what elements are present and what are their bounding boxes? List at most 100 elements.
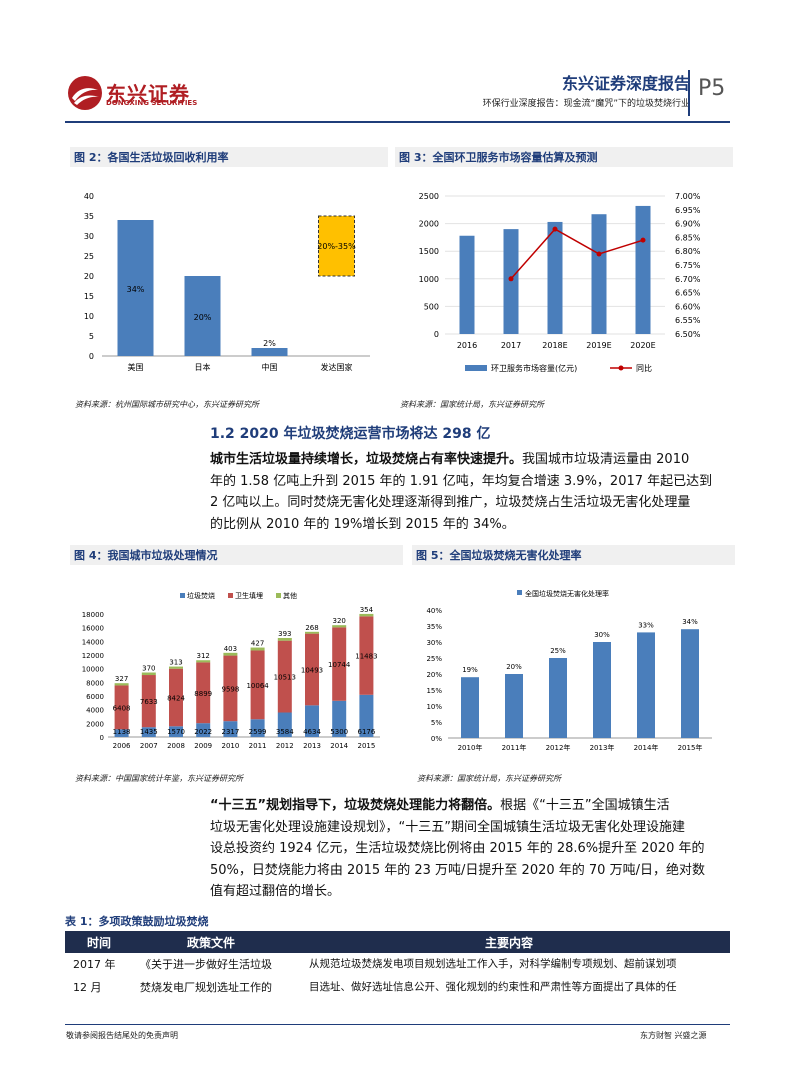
table-header-time: 时间 xyxy=(87,936,112,950)
logo-en-text: DONGXING SECURITIES xyxy=(106,99,198,107)
bar-segment xyxy=(277,712,292,737)
table-cell: 从规范垃圾焚烧发电项目规划选址工作入手，对科学编制专项规划、超前谋划项 xyxy=(309,958,677,970)
legend-point xyxy=(618,365,624,371)
x-tick-label: 2007 xyxy=(140,742,158,750)
y2-tick-label: 6.55% xyxy=(675,316,701,325)
table-cell: 目选址、做好选址信息公开、强化规划的约束性和严肃性等方面提出了具体的任 xyxy=(309,981,677,993)
y-tick-label: 10000 xyxy=(82,666,104,674)
fig3-source: 资料来源：国家统计局，东兴证券研究所 xyxy=(400,400,544,409)
table-cell: 焚烧发电厂规划选址工作的 xyxy=(140,981,272,994)
data-label: 1435 xyxy=(140,728,158,736)
x-tick-label: 2020E xyxy=(630,341,655,350)
line-series xyxy=(510,228,644,280)
legend-swatch xyxy=(465,365,487,371)
y-tick-label: 0 xyxy=(89,352,94,361)
y-tick-label: 0 xyxy=(100,734,104,742)
para1-line: 年的 1.58 亿吨上升到 2015 年的 1.91 亿吨，年均复合增速 3.9… xyxy=(210,473,713,489)
x-tick-label: 2009 xyxy=(194,742,212,750)
fig4-source: 资料来源：中国国家统计年鉴，东兴证券研究所 xyxy=(75,774,243,783)
data-label: 327 xyxy=(115,675,128,683)
para2-line: 根据《“十三五”全国城镇生活 xyxy=(500,798,670,813)
section-paragraph: 城市生活垃圾量持续增长，垃圾焚烧占有率快速提升。我国城市垃圾清运量由 2010 … xyxy=(210,449,730,535)
line-point xyxy=(508,276,514,282)
fig2-source: 资料来源：杭州国际城市研究中心，东兴证券研究所 xyxy=(75,400,259,409)
bar xyxy=(184,276,221,356)
bar-segment xyxy=(277,637,292,641)
line-point xyxy=(640,237,646,243)
data-label: 10493 xyxy=(301,666,323,674)
bar xyxy=(503,229,519,334)
bar-segment xyxy=(250,719,265,737)
y-tick-label: 10% xyxy=(426,703,442,711)
data-label: 8424 xyxy=(167,694,185,702)
bar-segment xyxy=(250,650,265,720)
bar-segment xyxy=(359,616,374,695)
line-point xyxy=(552,226,558,232)
data-label: 34% xyxy=(682,618,698,626)
y-tick-label: 30 xyxy=(84,232,94,241)
data-label: 1138 xyxy=(113,728,131,736)
y2-tick-label: 6.95% xyxy=(675,206,701,215)
bar-segment xyxy=(305,633,319,706)
x-tick-label: 2018E xyxy=(542,341,567,350)
x-tick-label: 2013年 xyxy=(590,743,615,752)
data-label: 3584 xyxy=(276,728,294,736)
y-tick-label: 30% xyxy=(426,639,442,647)
para1-lead: 城市生活垃圾量持续增长，垃圾焚烧占有率快速提升。 xyxy=(210,452,523,467)
legend-label: 其他 xyxy=(283,591,297,600)
x-tick-label: 中国 xyxy=(262,362,278,372)
y-tick-label: 0% xyxy=(431,735,442,743)
bar-segment xyxy=(196,662,211,724)
y-tick-label: 1000 xyxy=(419,275,439,284)
bar xyxy=(591,214,607,334)
bar-segment xyxy=(114,683,129,686)
table-row-content: 从规范垃圾焚烧发电项目规划选址工作入手，对科学编制专项规划、超前谋划项 目选址、… xyxy=(309,953,729,999)
legend-swatch xyxy=(276,593,281,598)
x-tick-label: 2015 xyxy=(357,742,375,750)
para1-line: 的比例从 2010 年的 19%增长到 2015 年的 34%。 xyxy=(210,516,515,532)
report-type: 东兴证券深度报告 xyxy=(561,74,690,93)
data-label: 268 xyxy=(305,624,318,632)
y-tick-label: 16000 xyxy=(82,625,104,633)
data-label: 320 xyxy=(333,617,346,625)
data-label: 10064 xyxy=(246,682,269,690)
data-label: 313 xyxy=(169,659,182,667)
bar xyxy=(461,677,479,738)
y2-tick-label: 6.85% xyxy=(675,233,701,242)
y-tick-label: 2000 xyxy=(419,220,439,229)
para1-line: 2 亿吨以上。同时焚烧无害化处理逐渐得到推广，垃圾焚烧占生活垃圾无害化处理量 xyxy=(210,495,691,510)
fig3-caption: 图 3：全国环卫服务市场容量估算及预测 xyxy=(395,147,733,167)
legend-label: 同比 xyxy=(636,363,652,373)
y-tick-label: 5% xyxy=(431,719,442,727)
para2-line: 设总投资约 1924 亿元，生活垃圾焚烧比例将由 2015 年的 28.6%提升… xyxy=(210,841,705,856)
x-tick-label: 2015年 xyxy=(678,743,703,752)
page-number: P5 xyxy=(698,76,726,101)
x-tick-label: 2013 xyxy=(303,742,321,750)
y2-tick-label: 6.80% xyxy=(675,247,701,256)
table-header-content: 主要内容 xyxy=(485,936,534,950)
bar xyxy=(251,348,288,356)
bar-segment xyxy=(305,631,319,634)
data-label: 20% xyxy=(194,313,212,322)
bar xyxy=(681,629,699,738)
bar-segment xyxy=(169,726,183,737)
logo-text: 东兴证券 xyxy=(106,82,190,106)
footer-slogan: 东方财智 兴盛之源 xyxy=(640,1031,707,1040)
y-tick-label: 5 xyxy=(89,332,94,341)
bar-segment xyxy=(332,627,347,701)
para1-line: 我国城市垃圾清运量由 2010 xyxy=(522,452,690,467)
y2-tick-label: 6.65% xyxy=(675,289,701,298)
y2-tick-label: 7.00% xyxy=(675,192,701,201)
table-row-time: 2017 年 12 月 xyxy=(73,953,133,999)
bar xyxy=(637,632,655,738)
y-tick-label: 40% xyxy=(426,607,442,615)
table-row-doc: 《关于进一步做好生活垃圾 焚烧发电厂规划选址工作的 xyxy=(140,953,305,999)
table-caption: 表 1：多项政策鼓励垃圾焚烧 xyxy=(65,915,209,928)
x-tick-label: 2014年 xyxy=(634,743,659,752)
legend-label: 垃圾焚烧 xyxy=(187,591,215,600)
x-tick-label: 2010 xyxy=(221,742,239,750)
legend-label: 全国垃圾焚烧无害化处理率 xyxy=(525,589,609,598)
header-divider xyxy=(688,70,690,116)
y-tick-label: 20 xyxy=(84,272,94,281)
x-tick-label: 2012 xyxy=(276,742,294,750)
